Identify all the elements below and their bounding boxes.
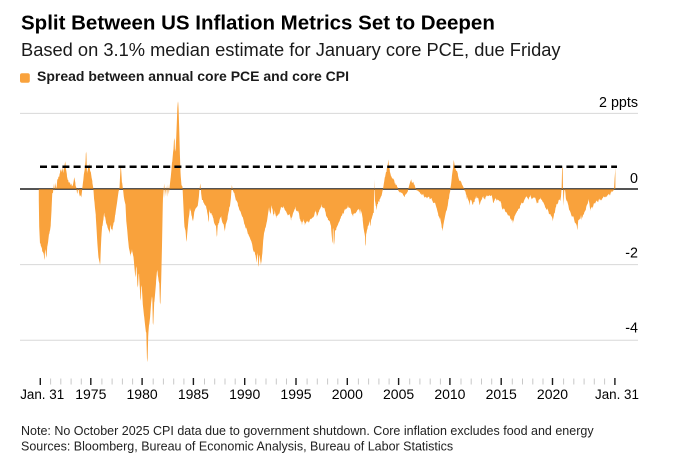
svg-text:Split Between US Inflation Met: Split Between US Inflation Metrics Set t… — [21, 12, 495, 35]
svg-text:-2: -2 — [625, 246, 638, 262]
svg-text:Sources: Bloomberg, Bureau of: Sources: Bloomberg, Bureau of Economic A… — [21, 440, 453, 454]
svg-text:Based on 3.1% median estimate: Based on 3.1% median estimate for Januar… — [21, 39, 561, 60]
svg-text:1980: 1980 — [127, 386, 158, 402]
svg-text:0: 0 — [630, 171, 638, 187]
svg-text:2020: 2020 — [537, 386, 568, 402]
svg-text:1985: 1985 — [178, 386, 209, 402]
svg-text:1995: 1995 — [280, 386, 311, 402]
svg-text:1975: 1975 — [75, 386, 106, 402]
svg-text:2 ppts: 2 ppts — [599, 95, 638, 111]
svg-text:2005: 2005 — [383, 386, 414, 402]
svg-text:Spread between annual core PCE: Spread between annual core PCE and core … — [37, 68, 349, 84]
svg-text:2010: 2010 — [434, 386, 465, 402]
svg-text:1990: 1990 — [229, 386, 260, 402]
svg-text:2015: 2015 — [486, 386, 517, 402]
svg-text:Jan. 31: Jan. 31 — [20, 387, 64, 402]
svg-text:Note: No October 2025 CPI data: Note: No October 2025 CPI data due to go… — [21, 424, 594, 438]
svg-text:-4: -4 — [625, 321, 638, 337]
svg-text:2000: 2000 — [332, 386, 363, 402]
svg-text:Jan. 31: Jan. 31 — [595, 387, 639, 402]
